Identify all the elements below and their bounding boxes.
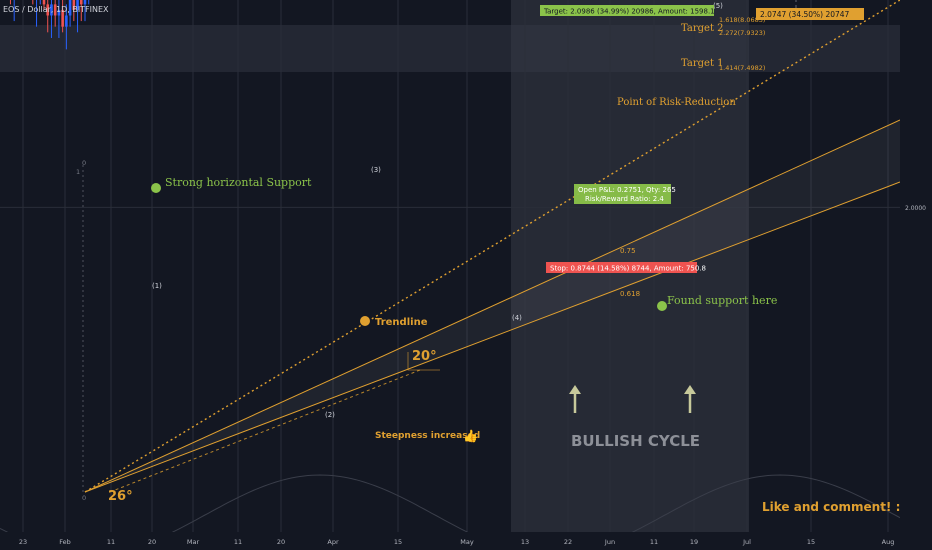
up-arrow-icon-left [569, 385, 581, 413]
time-tick-label: 13 [521, 538, 529, 546]
steepness-label: Steepness increased [375, 431, 480, 441]
angle-20-arc [407, 352, 440, 371]
time-tick-label: 20 [277, 538, 285, 546]
trendline-shallow [84, 181, 900, 493]
candle-body [65, 15, 68, 27]
strong-support-marker [151, 183, 161, 193]
trendline-marker [360, 316, 370, 326]
price-axis[interactable]: 8.00007.50007.00006.50006.00005.50005.00… [900, 0, 932, 550]
target2-top-label: 1.618(8.0683) [719, 16, 765, 24]
found-support-marker [657, 301, 667, 311]
candle-body [83, 0, 87, 5]
wave-3-label: (3) [371, 166, 381, 174]
wave-2-label: (2) [325, 411, 335, 419]
time-tick-label: 22 [564, 538, 572, 546]
candle-body [79, 0, 83, 5]
fib-one-mark: 1 [76, 168, 80, 176]
time-tick-label: 19 [690, 538, 698, 546]
angle-26-label: 26° [108, 489, 133, 504]
candle-body [46, 4, 50, 16]
candle-body [76, 0, 79, 10]
trendline-dotted [84, 0, 900, 493]
wave-1-label: (1) [152, 282, 162, 290]
fib-075-right: 0.75 [620, 247, 636, 255]
candle-body [50, 4, 53, 16]
angle-20-label: 20° [412, 349, 437, 364]
candle-body [72, 0, 76, 10]
strong-support-label: Strong horizontal Support [165, 176, 312, 189]
trendline-steep [84, 119, 900, 493]
grid-lines [0, 0, 900, 532]
target-info-label: Target: 2.0986 (34.99%) 20986, Amount: 1… [543, 8, 715, 16]
time-axis-bg [0, 532, 932, 550]
time-tick-label: May [460, 538, 474, 546]
steepness-arrow [109, 369, 421, 493]
price-axis-bg [900, 0, 932, 550]
candle-body [57, 9, 61, 16]
target2-label: Target 2 [681, 23, 724, 34]
price-tick-label: 2.0000 [905, 205, 926, 212]
chart-title: EOS / Dollar, 1D, BITFINEX [3, 5, 109, 14]
cycle-waves [0, 474, 900, 532]
risk-reward-label: Risk/Reward Ratio: 2.4 [585, 195, 664, 203]
candle-body [61, 9, 64, 27]
horizontal-levels [82, 0, 797, 495]
candlestick-series [9, 0, 90, 50]
cycle-wave [0, 474, 900, 532]
target2-fib-label: 2.272(7.9323) [719, 29, 765, 37]
thumbs-up-icon: 👍 [463, 429, 478, 443]
time-tick-label: Mar [187, 538, 200, 546]
time-tick-label: Apr [327, 538, 339, 546]
risk-reduction-label: Point of Risk-Reduction [617, 97, 736, 108]
target1-label: Target 1 [681, 58, 724, 69]
trend-lines[interactable] [84, 0, 900, 493]
time-tick-label: 23 [19, 538, 27, 546]
time-tick-label: Jul [742, 538, 751, 546]
trendline-label: Trendline [375, 317, 428, 328]
time-tick-label: 11 [107, 538, 115, 546]
up-arrow-icon-right [684, 385, 696, 413]
target1-fib-label: 1.414(7.4982) [719, 64, 765, 72]
fib-zero-bottom: 0 [82, 494, 86, 502]
like-comment-label: Like and comment! :-) [762, 500, 911, 514]
time-tick-label: 15 [807, 538, 815, 546]
time-tick-label: 11 [650, 538, 658, 546]
time-tick-label: 15 [394, 538, 402, 546]
wave-4-label: (4) [512, 314, 522, 322]
candle-body [42, 0, 46, 5]
stop-label: Stop: 0.8744 (14.58%) 8744, Amount: 750.… [550, 265, 706, 273]
bullish-cycle-label: BULLISH CYCLE [571, 432, 700, 450]
open-pnl-label: Open P&L: 0.2751, Qty: 265 [578, 186, 676, 194]
annotations: EOS / Dollar, 1D, BITFINEX Target 2 2.27… [3, 2, 911, 514]
position-labels: Target: 2.0986 (34.99%) 20986, Amount: 1… [540, 5, 864, 273]
time-tick-label: Jun [604, 538, 615, 546]
candle-body [53, 4, 57, 16]
fib-zero-top: 0 [82, 159, 86, 167]
time-tick-label: Feb [59, 538, 71, 546]
time-tick-label: 20 [148, 538, 156, 546]
time-tick-label: Aug [882, 538, 895, 546]
target-small-label: 2.0747 (34.50%) 20747 [760, 10, 850, 19]
candle-body [68, 0, 72, 16]
time-axis[interactable]: 23 Feb 11 20 Mar 11 20 Apr 15 May 13 22 Jun 11 19 Jul 15… [0, 532, 932, 550]
fib-0618-right: 0.618 [620, 290, 640, 298]
time-tick-label: 11 [234, 538, 242, 546]
found-support-label: Found support here [667, 294, 777, 307]
wave-5-label: (5) [713, 2, 723, 10]
